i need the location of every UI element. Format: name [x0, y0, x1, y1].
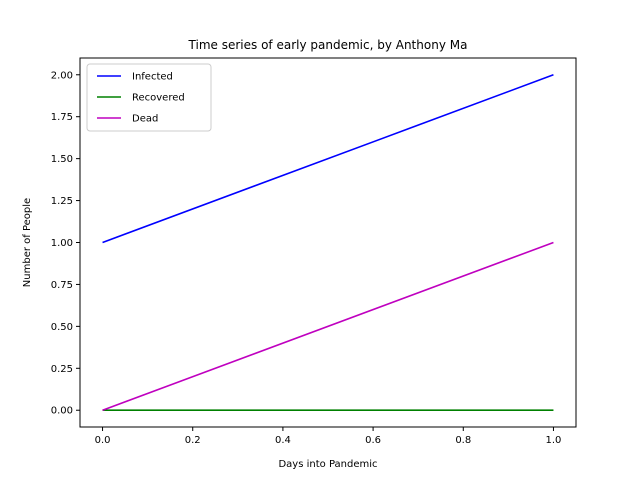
y-tick-label: 1.00 [51, 238, 73, 249]
y-tick-label: 2.00 [51, 70, 73, 81]
y-tick-label: 0.75 [51, 280, 73, 291]
legend-box [86, 63, 212, 132]
series-line-dead [102, 241, 554, 411]
series-line-infected [102, 74, 554, 244]
legend-label-infected: Infected [132, 72, 173, 83]
x-tick-label: 1.0 [546, 435, 562, 446]
chart-title: Time series of early pandemic, by Anthon… [188, 38, 468, 52]
x-tick-label: 0.4 [275, 435, 291, 446]
y-tick-label: 1.75 [51, 112, 73, 123]
y-tick-label: 1.25 [51, 196, 73, 207]
x-tick-label: 0.6 [365, 435, 381, 446]
x-tick-label: 0.8 [455, 435, 471, 446]
y-tick-label: 0.50 [51, 322, 73, 333]
legend-label-dead: Dead [132, 114, 158, 125]
legend: Infected Recovered Dead [86, 63, 212, 132]
x-tick-label: 0.0 [95, 435, 111, 446]
y-tick-label: 0.25 [51, 364, 73, 375]
x-axis-label: Days into Pandemic [278, 459, 377, 470]
y-axis: 0.00 0.25 0.50 0.75 1.00 1.25 1.50 1.75 2.00 [51, 70, 80, 417]
x-axis: 0.0 0.2 0.4 0.6 0.8 1.0 [95, 427, 562, 446]
y-tick-label: 0.00 [51, 406, 73, 417]
legend-label-recovered: Recovered [132, 93, 185, 104]
y-axis-label: Number of People [22, 198, 33, 287]
x-tick-label: 0.2 [185, 435, 201, 446]
series-layer [102, 74, 554, 412]
y-tick-label: 1.50 [51, 154, 73, 165]
